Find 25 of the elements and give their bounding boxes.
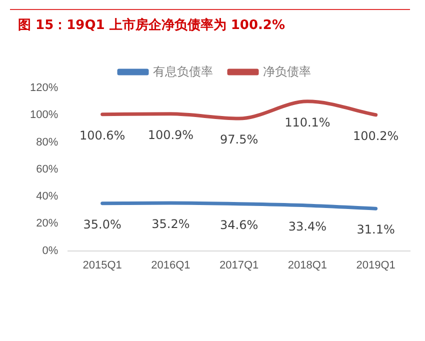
x-tick-label: 2017Q1 <box>219 259 259 272</box>
legend-label: 净负债率 <box>263 64 311 78</box>
y-tick-label: 120% <box>30 82 58 94</box>
data-label: 97.5% <box>220 132 258 147</box>
y-tick-label: 100% <box>30 109 58 122</box>
data-label: 110.1% <box>284 116 330 130</box>
chart-title: 图 15：19Q1 上市房企净负债率为 100.2% <box>18 16 286 34</box>
data-label: 35.2% <box>152 217 190 232</box>
data-label: 35.0% <box>83 217 122 232</box>
data-label: 34.6% <box>220 218 258 232</box>
data-label: 100.9% <box>148 128 194 142</box>
x-tick-label: 2018Q1 <box>288 259 328 272</box>
data-label: 100.6% <box>79 128 126 142</box>
data-label: 100.2% <box>352 128 399 143</box>
y-tick-label: 60% <box>36 163 58 176</box>
y-tick-label: 40% <box>36 190 58 203</box>
data-label: 31.1% <box>356 222 395 237</box>
y-tick-label: 0% <box>42 244 58 257</box>
legend-label: 有息负债率 <box>153 64 213 78</box>
x-tick-label: 2019Q1 <box>356 259 396 272</box>
x-tick-label: 2015Q1 <box>82 259 122 272</box>
x-tick-label: 2016Q1 <box>151 259 190 272</box>
y-tick-label: 20% <box>36 218 58 230</box>
data-label: 33.4% <box>288 220 327 234</box>
y-tick-label: 80% <box>36 136 58 148</box>
